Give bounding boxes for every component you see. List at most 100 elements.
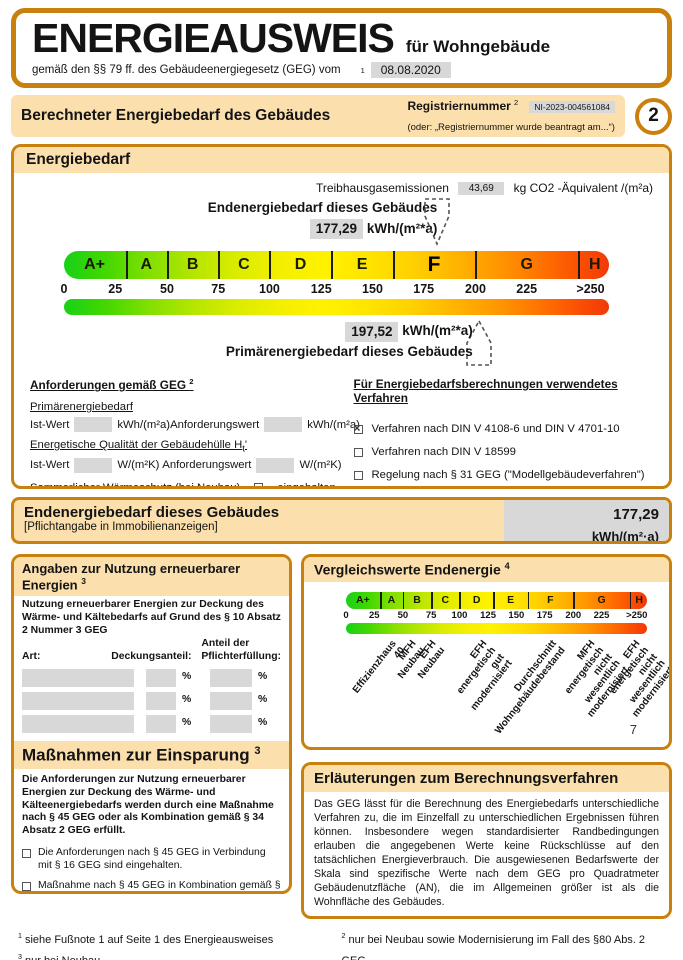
unit-kwh-2: kWh/(m²a): [307, 418, 360, 431]
pflichterfuellung-field-1[interactable]: [210, 668, 252, 687]
unit-w-2: W/(m²K): [299, 459, 342, 471]
comparison-tick-labels: 0 25 50 75 100 125 150 175 200 225 >250: [343, 609, 648, 621]
final-energy-result-band: Endenergiebedarf dieses Gebäudes [Pflich…: [11, 497, 672, 544]
registry-number-label: Registriernummer: [407, 99, 511, 113]
percent-sign: %: [182, 694, 192, 706]
anforderungswert-label-2: Anforderungswert: [162, 459, 252, 471]
energiebedarf-box: Energiebedarf Treibhausgasemissionen 43,…: [11, 144, 672, 489]
registry-number-field[interactable]: NI-2023-004561084: [529, 100, 615, 114]
art-field-1[interactable]: [22, 668, 134, 687]
footnote-2: 2 nur bei Neubau sowie Modernisierung im …: [341, 932, 646, 960]
energiebedarf-box-title: Energiebedarf: [14, 147, 669, 173]
pflichterfuellung-field-3[interactable]: [210, 714, 252, 733]
comparison-gradient-bar: [346, 622, 647, 634]
art-field-3[interactable]: [22, 714, 134, 733]
method-checkbox-din4108[interactable]: [353, 422, 363, 435]
final-energy-marker-icon: [422, 197, 452, 247]
method-label-din4108: Verfahren nach DIN V 4108-6 und DIN V 47…: [371, 423, 620, 436]
class-label-aplus: A+: [84, 256, 105, 274]
page-number-badge: 2: [635, 97, 672, 135]
ghg-value-field[interactable]: 43,69: [458, 182, 505, 196]
footnote-marker-4a: 4: [504, 561, 510, 571]
summer-heat-protection-checkbox[interactable]: [254, 483, 264, 486]
method-label-modellgebaeude: Regelung nach § 31 GEG ("Modellgebäudeve…: [371, 469, 645, 482]
pflichterfuellung-field-2[interactable]: [210, 691, 252, 710]
ist-wert-field-2[interactable]: [74, 457, 113, 473]
column-pflichterfuellung-label: Anteil der Pflichterfüllung:: [201, 638, 281, 663]
renewables-row-3: % %: [22, 714, 281, 733]
comparison-box: Vergleichswerte Endenergie 4 A+ A B C D …: [301, 554, 672, 750]
footnote-3: 3nur bei Neubau: [18, 952, 100, 960]
ist-wert-label-1: Ist-Wert: [30, 418, 70, 431]
measures-option2-label: Maßnahme nach § 45 GEG in Kombination ge…: [38, 880, 281, 891]
comparison-header: Vergleichswerte Endenergie 4: [304, 557, 669, 582]
measures-header: Maßnahmen zur Einsparung 3: [14, 740, 289, 770]
primary-energy-value-field[interactable]: 197,52: [345, 321, 399, 342]
document-title-suffix: für Wohngebäude: [405, 37, 551, 56]
explanation-box: Erläuterungen zum Berechnungsverfahren D…: [301, 762, 672, 919]
footnote-marker-3b: 3: [254, 744, 261, 757]
class-label-e: E: [356, 256, 368, 274]
anforderungswert-field-2[interactable]: [256, 457, 295, 473]
renewables-row-1: % %: [22, 668, 281, 687]
renewables-intro: Nutzung erneuerbarer Energien zur Deckun…: [22, 599, 281, 636]
renewables-measures-box: Angaben zur Nutzung erneuerbarer Energie…: [11, 554, 292, 894]
method-checkbox-modellgebaeude[interactable]: [353, 471, 363, 481]
primary-energy-sub-heading: Primärenergiebedarf: [30, 401, 133, 414]
primary-energy-marker-icon: [464, 319, 494, 369]
column-art-label: Art:: [22, 651, 41, 663]
scale-tick-labels: 0 25 50 75 100 125 150 175 200 225 >250: [60, 282, 605, 297]
measures-option1-label: Die Anforderungen nach § 45 GEG in Verbi…: [38, 846, 266, 871]
comparison-page-hint: 7: [629, 722, 637, 737]
summer-heat-protection-label: Sommerlicher Wärmeschutz (bei Neubau): [30, 481, 241, 489]
final-energy-unit: kWh/(m²*a): [366, 220, 438, 236]
explanation-body: Das GEG lässt für die Berechnung des Ene…: [314, 798, 659, 908]
percent-sign: %: [258, 671, 268, 683]
deckungsanteil-field-1[interactable]: [146, 668, 176, 687]
explanation-header: Erläuterungen zum Berechnungsverfahren: [304, 765, 669, 792]
measures-option1-checkbox[interactable]: [22, 848, 31, 858]
result-band-value-box: 177,29 kWh/(m²·a): [504, 500, 669, 541]
primary-energy-label: Primärenergiebedarf dieses Gebäudes: [225, 343, 473, 359]
ist-wert-field-1[interactable]: [74, 417, 113, 433]
deckungsanteil-field-3[interactable]: [146, 714, 176, 733]
class-label-d: D: [294, 256, 307, 274]
section-header-strip: Berechneter Energiebedarf des Gebäudes R…: [11, 95, 625, 137]
percent-sign: %: [182, 717, 192, 729]
deckungsanteil-field-2[interactable]: [146, 691, 176, 710]
section-title: Berechneter Energiebedarf des Gebäudes: [21, 107, 331, 124]
class-label-h: H: [589, 256, 601, 274]
measures-intro: Die Anforderungen zur Nutzung erneuerbar…: [22, 774, 274, 837]
class-label-b: B: [186, 256, 199, 274]
final-energy-value-field[interactable]: 177,29: [309, 218, 364, 240]
comparison-reference-labels: Effizienzhaus 40 MFH Neubau EFH Neubau E…: [346, 636, 669, 747]
anforderungswert-field-1[interactable]: [264, 417, 303, 433]
document-title: ENERGIEAUSWEIS: [32, 15, 395, 61]
requirements-heading: Anforderungen gemäß GEG 2: [30, 377, 194, 393]
result-band-subtitle: [Pflichtangabe in Immobilienanzeigen]: [24, 521, 218, 533]
measures-option2-checkbox[interactable]: [22, 882, 31, 891]
title-box: ENERGIEAUSWEIS für Wohngebäude gemäß den…: [11, 8, 672, 88]
column-deckungsanteil-label: Deckungsanteil:: [111, 651, 192, 663]
geg-date-field[interactable]: 08.08.2020: [370, 62, 451, 79]
class-label-g: G: [520, 256, 533, 274]
registry-alt-text: (oder: „Registriernummer wurde beantragt…: [407, 122, 615, 133]
renewables-header: Angaben zur Nutzung erneuerbarer Energie…: [14, 557, 289, 597]
energy-class-scale: A+ A B C D E F G H: [64, 251, 609, 280]
result-band-unit: kWh/(m²·a): [591, 528, 659, 544]
ghg-unit: kg CO2 -Äquivalent /(m²a): [513, 181, 653, 195]
footnote-marker-2b: 2: [189, 377, 194, 387]
gradient-scale-bar: [64, 299, 609, 316]
class-label-c: C: [238, 256, 250, 274]
footnotes: 1 siehe Fußnote 1 auf Seite 1 des Energie…: [18, 930, 665, 960]
law-reference-text: gemäß den §§ 79 ff. des Gebäudeenergiege…: [32, 64, 341, 77]
footnote-marker-1: 1: [360, 65, 365, 75]
eingehalten-label: eingehalten: [277, 481, 336, 489]
unit-w-1: W/(m²K): [117, 459, 160, 471]
class-label-a: A: [140, 256, 153, 274]
method-label-din18599: Verfahren nach DIN V 18599: [371, 446, 516, 459]
method-checkbox-din18599[interactable]: [353, 448, 363, 458]
art-field-2[interactable]: [22, 691, 134, 710]
primary-energy-unit: kWh/(m²*a): [402, 323, 473, 339]
